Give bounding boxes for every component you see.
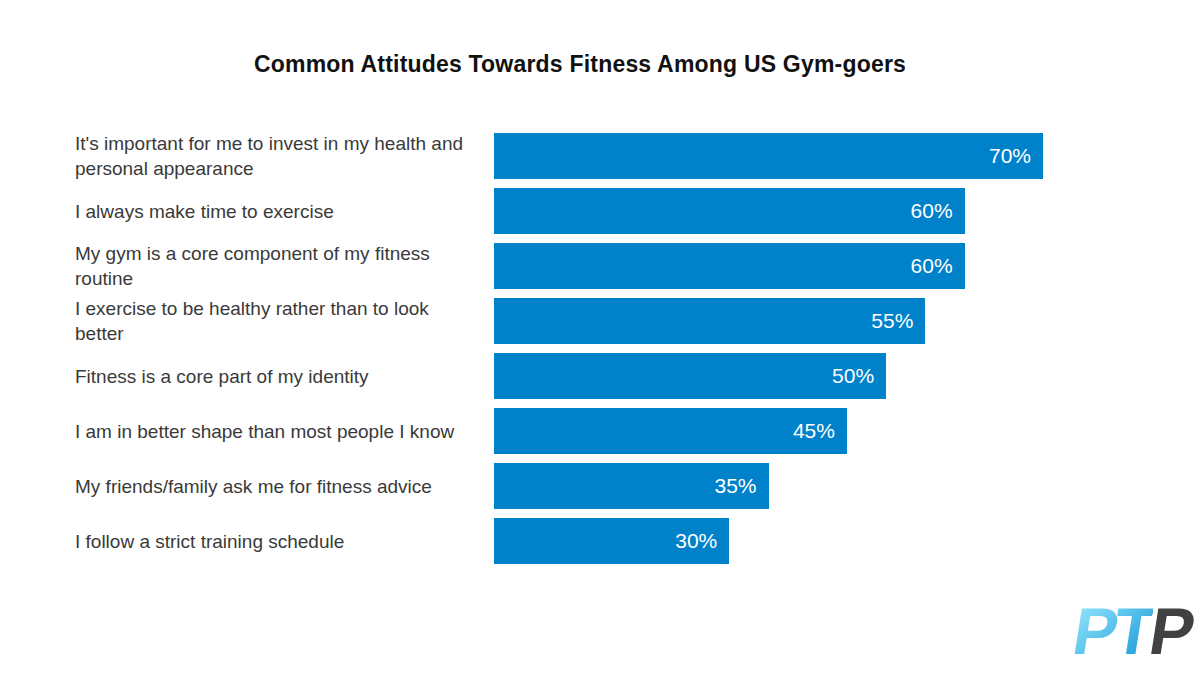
value-label: 60% (911, 254, 953, 278)
value-label: 70% (989, 144, 1031, 168)
bar-track: 60% (494, 243, 1043, 289)
category-label: Fitness is a core part of my identity (75, 364, 467, 389)
bar-row: My gym is a core component of my fitness… (75, 243, 1043, 289)
bar-track: 60% (494, 188, 1043, 234)
bar-track: 55% (494, 298, 1043, 344)
bar-track: 30% (494, 518, 1043, 564)
logo-letters-pt: PT (1068, 594, 1156, 668)
bar: 50% (494, 353, 886, 399)
value-label: 30% (675, 529, 717, 553)
value-label: 55% (871, 309, 913, 333)
category-label: My friends/family ask me for fitness adv… (75, 474, 467, 499)
bar-row: I follow a strict training schedule 30% (75, 518, 1043, 564)
category-label: I follow a strict training schedule (75, 529, 467, 554)
chart-title: Common Attitudes Towards Fitness Among U… (0, 51, 1160, 78)
bar-track: 50% (494, 353, 1043, 399)
bar-row: It's important for me to invest in my he… (75, 133, 1043, 179)
category-label: I am in better shape than most people I … (75, 419, 467, 444)
bar: 35% (494, 463, 769, 509)
bar-row: My friends/family ask me for fitness adv… (75, 463, 1043, 509)
bar-track: 35% (494, 463, 1043, 509)
bar-track: 70% (494, 133, 1043, 179)
value-label: 35% (714, 474, 756, 498)
bar: 55% (494, 298, 925, 344)
bar: 60% (494, 188, 965, 234)
value-label: 45% (793, 419, 835, 443)
bar: 60% (494, 243, 965, 289)
bar-row: Fitness is a core part of my identity 50% (75, 353, 1043, 399)
horizontal-bar-chart: It's important for me to invest in my he… (75, 133, 1043, 573)
bar: 30% (494, 518, 729, 564)
bar-track: 45% (494, 408, 1043, 454)
bar-row: I exercise to be healthy rather than to … (75, 298, 1043, 344)
value-label: 50% (832, 364, 874, 388)
bar: 70% (494, 133, 1043, 179)
category-label: It's important for me to invest in my he… (75, 131, 467, 181)
ptp-logo: PTP (1068, 598, 1195, 664)
category-label: My gym is a core component of my fitness… (75, 241, 467, 291)
value-label: 60% (911, 199, 953, 223)
category-label: I always make time to exercise (75, 199, 467, 224)
bar-row: I am in better shape than most people I … (75, 408, 1043, 454)
bar-row: I always make time to exercise 60% (75, 188, 1043, 234)
category-label: I exercise to be healthy rather than to … (75, 296, 467, 346)
bar: 45% (494, 408, 847, 454)
